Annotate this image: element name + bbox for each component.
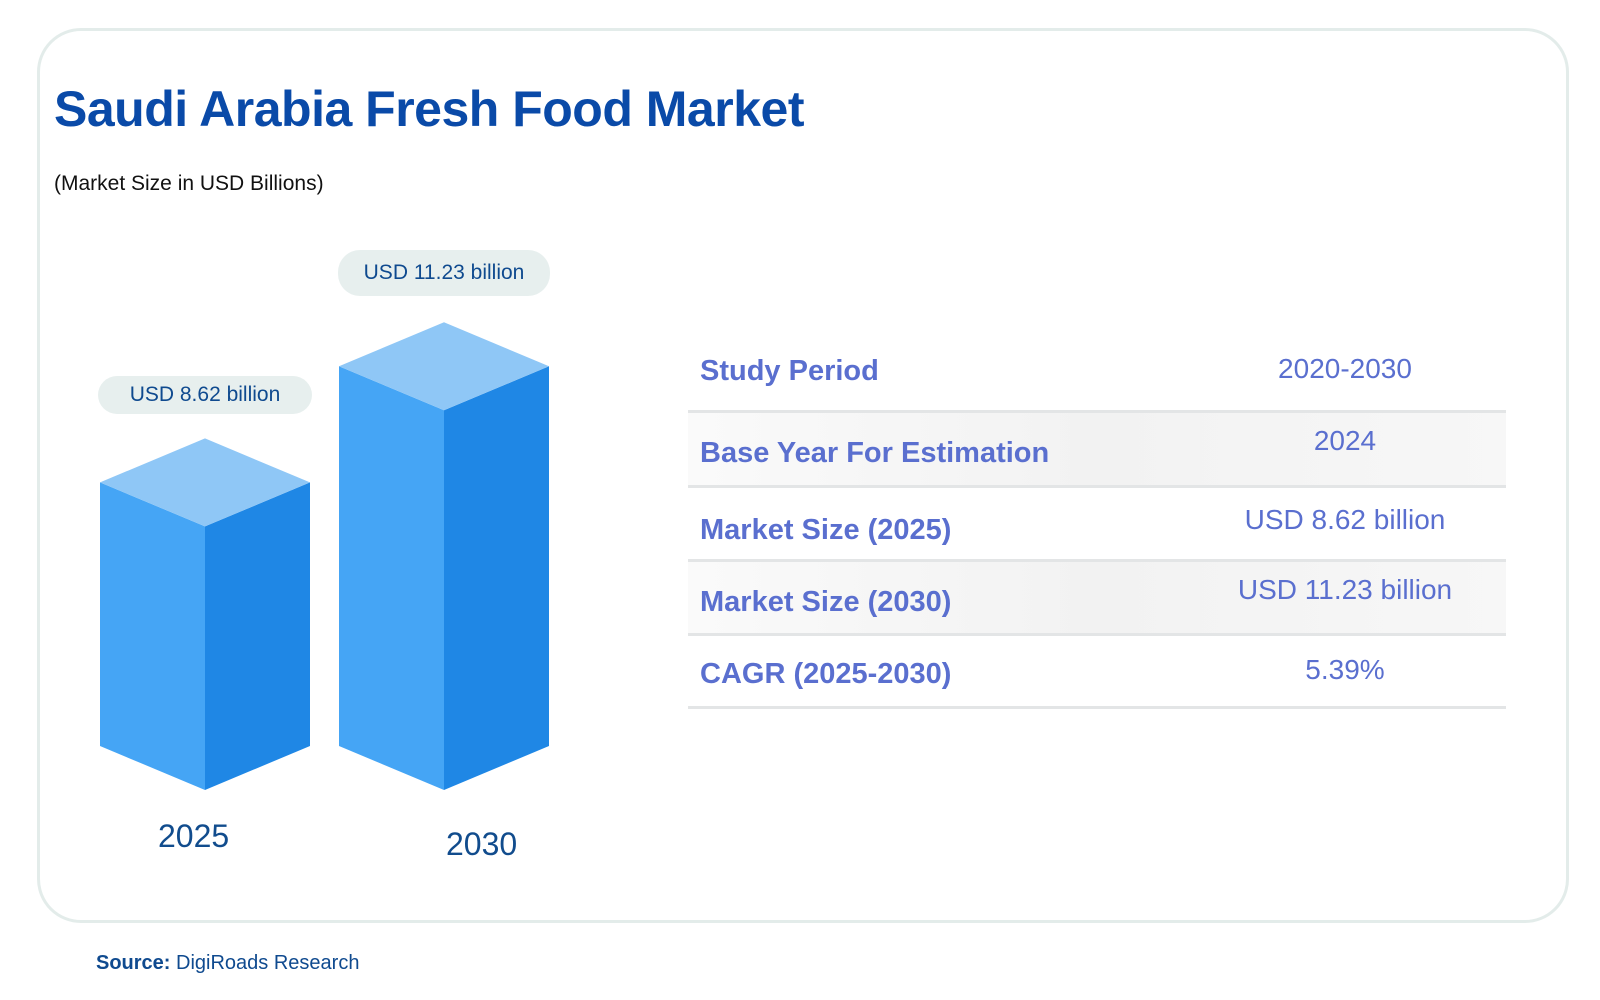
bar-top-face <box>339 322 549 411</box>
x-tick-label: 2025 <box>158 818 230 854</box>
table-row: Study Period 2020-2030 <box>688 335 1506 413</box>
table-row: Market Size (2025) USD 8.62 billion <box>688 488 1506 562</box>
bar-side-face <box>205 482 310 790</box>
source-note: Source: DigiRoads Research <box>96 952 359 975</box>
bar-front-face <box>100 482 205 790</box>
row-value-market-size-2030: USD 11.23 billion <box>1237 574 1453 605</box>
table-row: CAGR (2025-2030) 5.39% <box>688 636 1506 709</box>
row-label-market-size-2030: Market Size (2030) <box>700 586 952 618</box>
row-value-cagr: 5.39% <box>1305 654 1385 685</box>
row-value-study-period: 2020-2030 <box>1278 353 1412 384</box>
table-row: Market Size (2030) USD 11.23 billion <box>688 562 1506 636</box>
table-row: Base Year For Estimation 2024 <box>688 413 1506 488</box>
bar-side-face <box>444 366 549 790</box>
row-label-cagr: CAGR (2025-2030) <box>700 658 952 690</box>
row-label-study-period: Study Period <box>700 355 879 387</box>
chart-title: Saudi Arabia Fresh Food Market <box>54 81 804 137</box>
bar-2030 <box>339 322 549 790</box>
row-value-base-year: 2024 <box>1313 425 1377 456</box>
bar-top-face <box>100 438 310 527</box>
bar-front-face <box>339 366 444 790</box>
bar-value-label: USD 8.62 billion <box>98 376 312 415</box>
row-label-market-size-2025: Market Size (2025) <box>700 514 952 546</box>
bar-2025 <box>100 438 310 790</box>
market-summary-table: Study Period 2020-2030 Base Year For Est… <box>688 335 1506 709</box>
row-value-market-size-2025: USD 8.62 billion <box>1244 504 1446 535</box>
source-label: Source: <box>96 952 171 974</box>
source-text: DigiRoads Research <box>176 952 360 974</box>
x-tick-label: 2030 <box>446 826 518 862</box>
bar-value-label: USD 11.23 billion <box>338 250 550 297</box>
chart-subtitle: (Market Size in USD Billions) <box>54 172 324 195</box>
row-label-base-year: Base Year For Estimation <box>700 437 1050 469</box>
